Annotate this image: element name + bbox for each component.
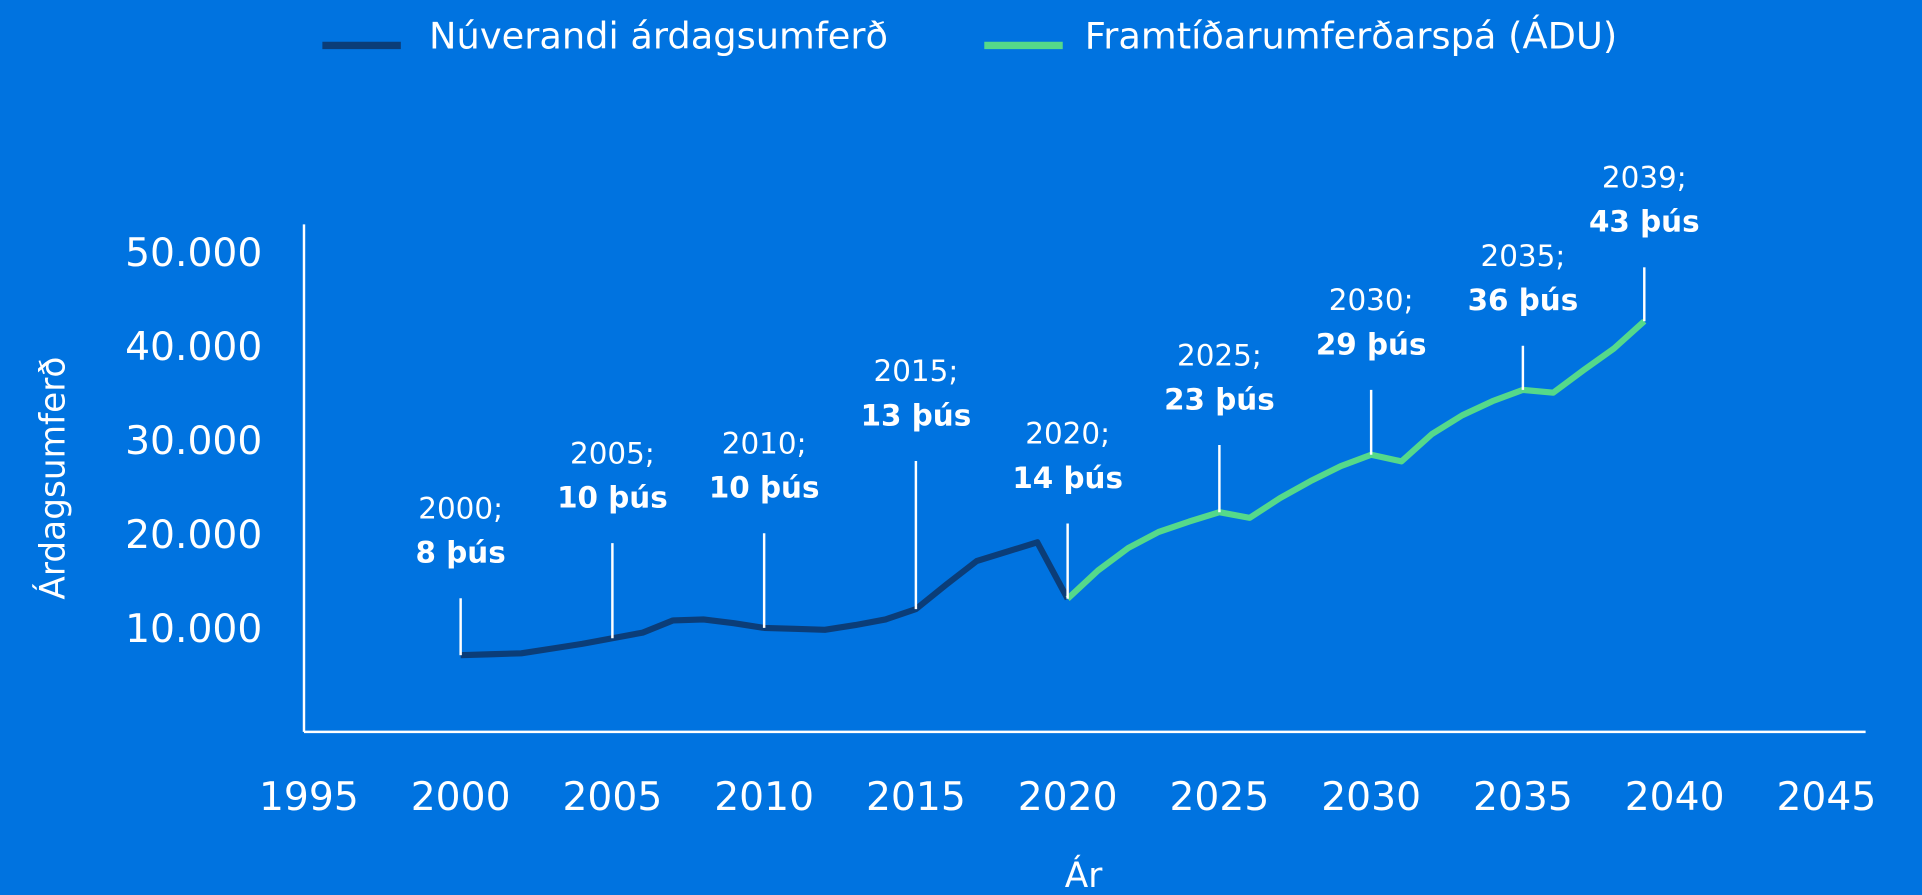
- annotation-value: 8 þús: [416, 536, 506, 570]
- series-line: [1065, 318, 1647, 601]
- annotation-value: 10 þús: [557, 480, 668, 514]
- x-tick-label: 2025: [1169, 775, 1269, 820]
- x-tick-label: 2010: [714, 775, 814, 820]
- annotation-value: 10 þús: [709, 471, 820, 505]
- annotation-year: 2030;: [1329, 283, 1414, 317]
- annotation-value: 36 þús: [1468, 283, 1579, 317]
- annotation-year: 2035;: [1481, 239, 1566, 273]
- y-tick-label: 50.000: [125, 231, 262, 276]
- annotation-value: 43 þús: [1589, 205, 1700, 239]
- annotation-value: 14 þús: [1012, 461, 1123, 495]
- annotation-value: 13 þús: [861, 398, 972, 432]
- y-tick-label: 10.000: [125, 607, 262, 652]
- y-axis-title: Árdagsumferð: [33, 357, 74, 600]
- x-tick-label: 2005: [562, 775, 662, 820]
- legend-label: Framtíðarumferðarspá (ÁDU): [1085, 14, 1617, 58]
- annotation-value: 29 þús: [1316, 327, 1427, 361]
- x-tick-label: 2020: [1018, 775, 1118, 820]
- x-tick-label: 2040: [1625, 775, 1725, 820]
- y-tick-label: 30.000: [125, 419, 262, 464]
- annotation-year: 2039;: [1602, 161, 1687, 195]
- y-tick-label: 20.000: [125, 513, 262, 558]
- x-axis-title: Ár: [1065, 855, 1103, 895]
- annotation-year: 2010;: [722, 427, 807, 461]
- annotation-value: 23 þús: [1164, 382, 1275, 416]
- y-tick-label: 40.000: [125, 325, 262, 370]
- x-tick-label: 2035: [1473, 775, 1573, 820]
- annotation-year: 2000;: [418, 492, 503, 526]
- x-tick-label: 2015: [866, 775, 966, 820]
- annotation-year: 2020;: [1025, 417, 1110, 451]
- x-tick-label: 1995: [259, 775, 359, 820]
- annotation-year: 2015;: [874, 354, 959, 388]
- annotation-year: 2005;: [570, 436, 655, 470]
- annotation-year: 2025;: [1177, 338, 1262, 372]
- x-tick-label: 2000: [411, 775, 511, 820]
- legend-label: Núverandi árdagsumferð: [429, 15, 888, 58]
- x-tick-label: 2030: [1321, 775, 1421, 820]
- x-tick-label: 2045: [1776, 775, 1876, 820]
